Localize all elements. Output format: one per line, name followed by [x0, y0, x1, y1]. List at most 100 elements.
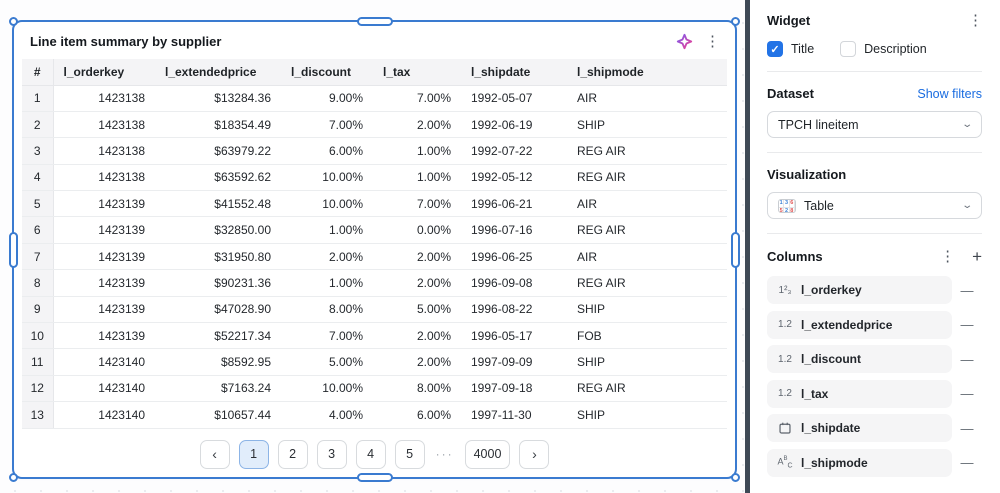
remove-column-minus-icon[interactable]: —: [960, 386, 974, 401]
pagination-page-5[interactable]: 5: [394, 439, 425, 469]
table-cell: 6.00%: [281, 137, 373, 165]
table-cell: 7.00%: [281, 322, 373, 350]
remove-column-minus-icon[interactable]: —: [960, 420, 974, 436]
column-item-label: l_extendedprice: [801, 317, 893, 332]
panel-resize-divider[interactable]: [745, 0, 750, 493]
pagination-next-button[interactable]: ›: [519, 439, 550, 469]
add-column-plus-icon[interactable]: +: [972, 247, 982, 266]
table-cell: REG AIR: [567, 375, 727, 403]
dashboard-canvas: Line item summary by supplier ⋮: [0, 0, 745, 493]
description-checkbox-box[interactable]: [840, 41, 857, 57]
column-item-l_shipmode[interactable]: ABC l_shipmode: [767, 448, 952, 477]
pagination: ‹ 1 2 3 4 5 ··· 4000 ›: [14, 439, 735, 469]
column-header-l_shipdate[interactable]: l_shipdate: [461, 59, 567, 86]
resize-handle-top-left[interactable]: [9, 17, 18, 26]
column-list-row: l_shipdate —: [767, 414, 982, 442]
table-cell: $63592.62: [155, 164, 281, 192]
visualization-select-value: Table: [804, 198, 834, 213]
table-row[interactable]: 13 1423140 $10657.44 4.00% 6.00% 1997-11-30 SH…: [22, 401, 727, 429]
widget-title: Line item summary by supplier: [30, 34, 222, 49]
text-type-icon: ABC: [777, 455, 793, 470]
column-header-l_tax[interactable]: l_tax: [373, 59, 461, 86]
table-row[interactable]: 9 1423139 $47028.90 8.00% 5.00% 1996-08-22 SHI…: [22, 296, 727, 324]
table-cell: 0.00%: [373, 216, 461, 244]
data-table: # l_orderkey l_extendedprice l_discount l_ta…: [22, 59, 727, 429]
widget-section-kebab-menu-icon[interactable]: ⋮: [968, 12, 983, 29]
widget-kebab-menu-icon[interactable]: ⋮: [705, 33, 720, 50]
table-cell: 1423139: [53, 216, 155, 244]
description-checkbox-label: Description: [864, 42, 927, 56]
column-item-l_discount[interactable]: 1.2 l_discount: [767, 345, 952, 373]
pagination-page-1[interactable]: 1: [238, 439, 269, 469]
table-cell: 13: [22, 401, 54, 429]
resize-handle-bottom[interactable]: [356, 473, 393, 482]
pagination-page-4[interactable]: 4: [355, 439, 386, 469]
dataset-select-value: TPCH lineitem: [778, 117, 859, 132]
table-cell: 1423139: [53, 243, 155, 271]
table-cell: AIR: [567, 243, 727, 271]
table-row[interactable]: 10 1423139 $52217.34 7.00% 2.00% 1996-05-17 FO…: [22, 322, 727, 350]
table-cell: 3: [22, 137, 54, 165]
pagination-page-2[interactable]: 2: [277, 439, 308, 469]
table-cell: 1997-09-18: [461, 375, 567, 403]
table-cell: 1423140: [53, 375, 155, 403]
show-filters-link[interactable]: Show filters: [917, 86, 982, 101]
columns-kebab-menu-icon[interactable]: ⋮: [940, 248, 956, 265]
remove-column-minus-icon[interactable]: —: [960, 351, 974, 367]
table-row[interactable]: 4 1423138 $63592.62 10.00% 1.00% 1992-05-12 RE…: [22, 164, 727, 192]
table-cell: 1.00%: [281, 269, 373, 297]
column-item-label: l_shipmode: [801, 455, 868, 470]
pagination-page-3[interactable]: 3: [316, 439, 347, 469]
resize-handle-top-right[interactable]: [731, 17, 740, 26]
table-cell: $13284.36: [155, 85, 281, 112]
table-cell: $31950.80: [155, 243, 281, 271]
pagination-prev-button[interactable]: ‹: [199, 439, 230, 469]
columns-section-heading: Columns: [767, 249, 823, 264]
table-cell: 1996-08-22: [461, 296, 567, 324]
pagination-page-4000[interactable]: 4000: [464, 439, 511, 469]
table-cell: SHIP: [567, 111, 727, 139]
table-widget[interactable]: Line item summary by supplier ⋮: [9, 17, 740, 482]
title-checkbox[interactable]: ✓ Title: [767, 41, 814, 57]
decimal-type-icon: 1.2: [778, 388, 792, 399]
table-row[interactable]: 11 1423140 $8592.95 5.00% 2.00% 1997-09-09 SHI…: [22, 348, 727, 376]
column-list-row: 1.2 l_tax —: [767, 379, 982, 408]
table-row[interactable]: 3 1423138 $63979.22 6.00% 1.00% 1992-07-22 REG…: [22, 137, 727, 165]
remove-column-minus-icon[interactable]: —: [960, 455, 974, 470]
pagination-ellipsis: ···: [435, 447, 454, 462]
column-header-index[interactable]: #: [22, 59, 54, 86]
description-checkbox[interactable]: Description: [840, 41, 927, 57]
table-row[interactable]: 1 1423138 $13284.36 9.00% 7.00% 1992-05-07 AIR: [22, 85, 727, 112]
table-row[interactable]: 12 1423140 $7163.24 10.00% 8.00% 1997-09-18 RE…: [22, 375, 727, 403]
section-divider: [767, 152, 982, 153]
resize-handle-right[interactable]: [731, 231, 740, 268]
table-row[interactable]: 5 1423139 $41552.48 10.00% 7.00% 1996-06-21 AI…: [22, 190, 727, 218]
resize-handle-bottom-left[interactable]: [9, 473, 18, 482]
table-row[interactable]: 6 1423139 $32850.00 1.00% 0.00% 1996-07-16 REG…: [22, 216, 727, 244]
table-row[interactable]: 7 1423139 $31950.80 2.00% 2.00% 1996-06-25 AIR: [22, 243, 727, 271]
table-cell: REG AIR: [567, 137, 727, 165]
table-cell: 2.00%: [373, 322, 461, 350]
column-header-l_orderkey[interactable]: l_orderkey: [53, 59, 155, 86]
column-item-l_tax[interactable]: 1.2 l_tax: [767, 379, 952, 408]
table-row[interactable]: 2 1423138 $18354.49 7.00% 2.00% 1992-06-19 SHI…: [22, 111, 727, 139]
resize-handle-left[interactable]: [9, 231, 18, 268]
column-header-l_extendedprice[interactable]: l_extendedprice: [155, 59, 281, 86]
table-cell: 7.00%: [281, 111, 373, 139]
column-item-l_shipdate[interactable]: l_shipdate: [767, 414, 952, 442]
column-header-l_discount[interactable]: l_discount: [281, 59, 373, 86]
resize-handle-bottom-right[interactable]: [731, 473, 740, 482]
column-header-l_shipmode[interactable]: l_shipmode: [567, 59, 727, 86]
dataset-select[interactable]: TPCH lineitem ⌄: [767, 111, 982, 138]
column-item-l_extendedprice[interactable]: 1.2 l_extendedprice: [767, 310, 952, 339]
resize-handle-top[interactable]: [356, 17, 393, 26]
ai-sparkle-icon[interactable]: [676, 33, 693, 50]
title-checkbox-box[interactable]: ✓: [767, 41, 783, 57]
table-cell: 11: [22, 348, 54, 376]
remove-column-minus-icon[interactable]: —: [960, 282, 974, 298]
column-item-l_orderkey[interactable]: 1²₃ l_orderkey: [767, 276, 952, 304]
table-row[interactable]: 8 1423139 $90231.36 1.00% 2.00% 1996-09-08 REG…: [22, 269, 727, 297]
remove-column-minus-icon[interactable]: —: [960, 317, 974, 332]
